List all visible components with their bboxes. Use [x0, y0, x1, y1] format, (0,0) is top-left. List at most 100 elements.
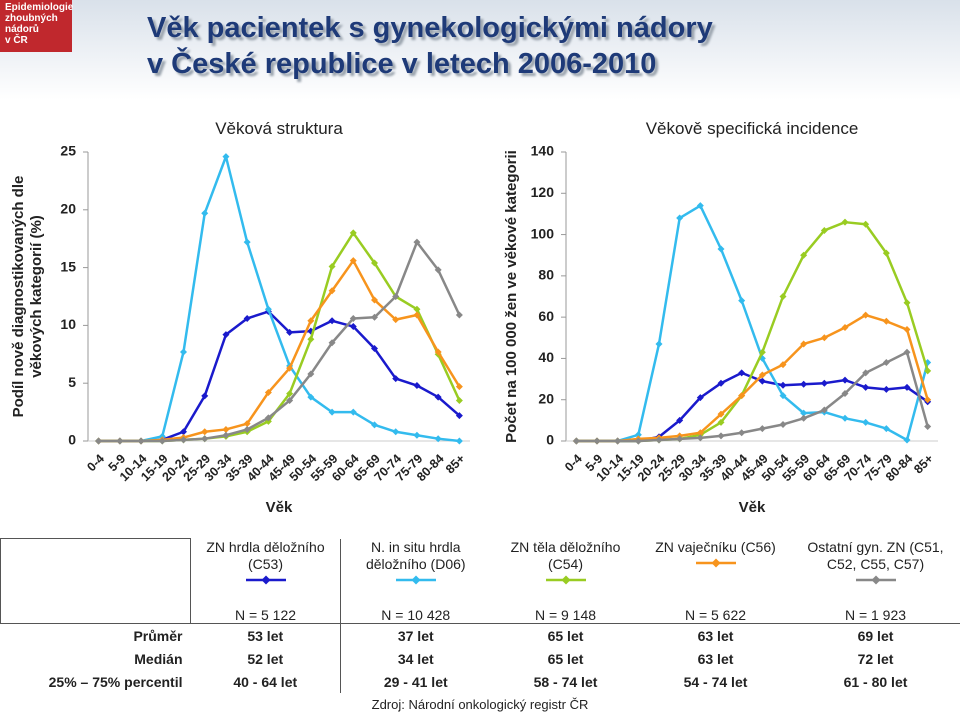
chart-title: Věková struktura: [215, 119, 343, 138]
series-marker: [243, 238, 251, 246]
series-marker: [820, 379, 828, 387]
legend-diamond: [561, 575, 570, 584]
series-marker: [243, 420, 251, 428]
logo-line: zhoubných: [5, 13, 58, 24]
y-axis-label: věkových kategorií (%): [28, 215, 45, 378]
series-marker: [180, 348, 187, 356]
table-row: Průměr 53 let 37 let 65 let 63 let 69 let: [0, 623, 960, 647]
table-cell: 69 let: [790, 623, 960, 647]
series-marker: [696, 429, 704, 437]
series-marker: [222, 431, 230, 439]
table-cell: 34 let: [340, 647, 491, 670]
series-marker: [201, 435, 209, 443]
series-marker: [676, 435, 684, 443]
series-marker: [264, 414, 272, 422]
y-tick-label: 100: [531, 225, 555, 241]
series-marker: [371, 296, 378, 304]
series-marker: [413, 311, 421, 319]
series-marker: [222, 153, 230, 161]
title-line: Věk pacientek s gynekologickými nádory: [147, 12, 713, 44]
series-line: [98, 310, 461, 443]
series-marker: [392, 316, 400, 324]
series-marker: [349, 229, 357, 237]
series-marker: [455, 412, 463, 420]
series-marker: [841, 323, 849, 331]
legend-diamond: [711, 558, 720, 567]
series-marker: [696, 202, 704, 210]
table-row: N = 5 122 N = 10 428 N = 9 148 N = 5 622 N =…: [0, 595, 960, 624]
series-marker: [455, 437, 463, 445]
legend-diamond: [871, 575, 880, 584]
series-marker: [820, 334, 828, 342]
series-marker: [243, 314, 251, 322]
y-tick-label: 120: [531, 184, 555, 200]
legend-marker: [695, 558, 736, 567]
series-marker: [413, 305, 421, 313]
y-tick-label: 20: [60, 201, 76, 217]
series-marker: [800, 414, 808, 422]
series-marker: [779, 392, 787, 400]
series-marker: [696, 434, 704, 442]
series-marker: [924, 396, 932, 404]
column-header: ZN vaječníku (C56): [641, 539, 791, 596]
series-marker: [371, 421, 378, 429]
table-cell: N = 5 122: [234, 607, 297, 623]
table-cell: 29 - 41 let: [340, 670, 491, 693]
series-marker: [307, 317, 315, 325]
series-marker: [758, 348, 766, 356]
series-marker: [264, 305, 272, 313]
series-marker: [717, 245, 725, 253]
table-cell: N = 5 622: [684, 607, 747, 623]
table-cell: 58 - 74 let: [533, 673, 598, 690]
table-cell: 37 let: [340, 623, 491, 647]
series-marker: [841, 390, 849, 398]
series-marker: [286, 390, 294, 398]
series-marker: [328, 287, 336, 295]
y-tick-label: 25: [60, 143, 76, 159]
y-tick-label: 10: [60, 316, 76, 332]
series-marker: [676, 416, 684, 424]
source: Zdroj: Národní onkologický registr ČR: [371, 697, 589, 712]
series-marker: [738, 392, 746, 400]
y-tick-label: 60: [538, 308, 554, 324]
series-marker: [371, 259, 378, 267]
series-marker: [779, 361, 787, 369]
series-marker: [572, 437, 580, 445]
table-cell: 40 - 64 let: [233, 673, 298, 690]
y-tick-label: 5: [68, 374, 76, 390]
series-marker: [371, 345, 378, 353]
series-marker: [286, 364, 294, 372]
table-cell: N = 10 428: [340, 595, 491, 624]
series-marker: [738, 297, 746, 305]
legend-diamond: [261, 575, 270, 584]
series-marker: [413, 238, 421, 246]
series-marker: [882, 359, 890, 367]
series-marker: [434, 266, 442, 274]
series-marker: [328, 262, 336, 270]
series-marker: [882, 317, 890, 325]
series-marker: [328, 339, 336, 347]
series-marker: [243, 425, 251, 433]
series-marker: [634, 437, 642, 445]
x-axis-label: Věk: [266, 499, 293, 516]
series-marker: [800, 380, 808, 388]
series-marker: [903, 436, 911, 444]
series-marker: [924, 367, 932, 375]
series-marker: [717, 432, 725, 440]
y-tick-label: 0: [68, 432, 76, 448]
y-tick-label: 140: [531, 143, 555, 159]
series-marker: [862, 418, 870, 426]
series-marker: [676, 214, 684, 222]
series-marker: [328, 408, 336, 416]
series-marker: [903, 348, 911, 356]
series-marker: [349, 408, 357, 416]
series-marker: [862, 220, 870, 228]
legend-marker: [855, 575, 896, 584]
series-marker: [634, 431, 642, 439]
table-cell: 52 let: [247, 650, 284, 667]
series-marker: [349, 314, 357, 322]
series-marker: [882, 425, 890, 433]
legend-marker: [245, 575, 286, 584]
row-label: 25% – 75% percentil: [48, 673, 183, 690]
